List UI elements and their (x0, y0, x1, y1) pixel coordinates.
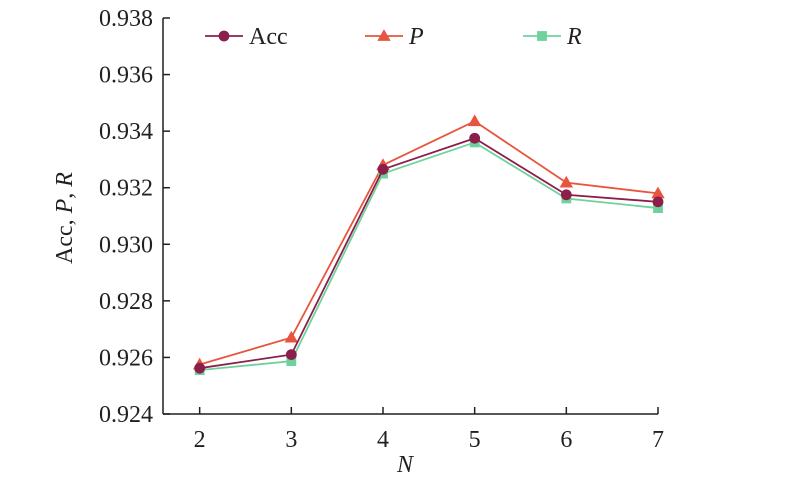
series-line-p (199, 120, 659, 366)
data-point-acc (285, 349, 297, 361)
legend-label: Acc (249, 24, 288, 50)
legend-marker (218, 30, 230, 42)
legend-item-r: R (523, 24, 582, 50)
x-tick-label: 7 (652, 427, 664, 453)
y-tick-label: 0.926 (99, 345, 153, 371)
y-axis-label: Acc, P, R (52, 172, 78, 264)
data-point-acc (560, 189, 572, 201)
legend-item-acc: Acc (205, 24, 288, 50)
series-r (194, 137, 663, 376)
x-tick-label: 5 (469, 427, 481, 453)
legend-marker (377, 29, 391, 41)
legend-item-p: P (365, 24, 424, 50)
legend: Acc P R (205, 24, 582, 50)
legend-label: P (408, 24, 424, 50)
x-tick-label: 2 (194, 427, 206, 453)
data-point-p (284, 330, 299, 343)
y-tick-label: 0.938 (99, 6, 153, 32)
x-axis-label: N (396, 452, 415, 478)
data-point-acc (469, 132, 481, 144)
series-lines (192, 114, 665, 376)
data-point-acc (377, 163, 389, 175)
series-acc (194, 132, 664, 374)
y-tick-label: 0.932 (99, 176, 153, 202)
data-point-p (559, 175, 574, 188)
y-tick-label: 0.934 (99, 119, 153, 145)
y-tick-label: 0.928 (99, 289, 153, 315)
data-point-p (467, 114, 482, 127)
series-line-acc (199, 137, 659, 370)
series-line-r (199, 141, 659, 372)
axes (162, 18, 658, 415)
y-tick-label: 0.924 (99, 402, 153, 428)
legend-label: R (566, 24, 582, 50)
y-tick-label: 0.936 (99, 63, 153, 89)
data-point-acc (194, 362, 206, 374)
x-tick-label: 6 (560, 427, 572, 453)
y-tick-label: 0.930 (99, 232, 153, 258)
x-tick-label: 4 (377, 427, 389, 453)
ticks: 0.924 0.926 0.928 0.930 0.932 0.934 0.936 0.938… (99, 6, 664, 453)
legend-marker (537, 31, 547, 41)
x-tick-label: 3 (285, 427, 297, 453)
data-point-acc (652, 196, 664, 208)
